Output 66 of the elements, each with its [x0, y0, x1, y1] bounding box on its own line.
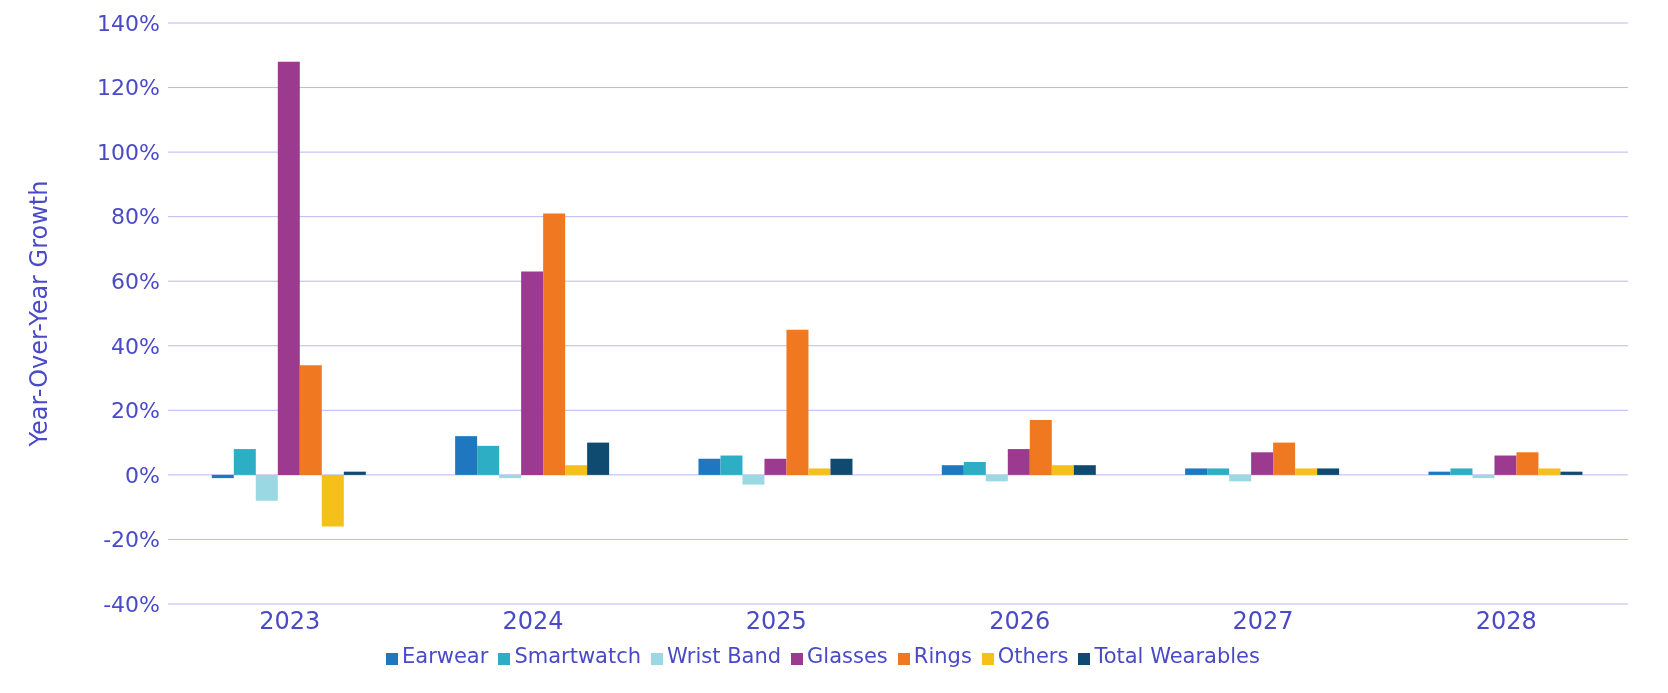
legend-label: Total Wearables	[1094, 644, 1260, 668]
bar	[1428, 471, 1451, 475]
bar	[985, 474, 1008, 482]
bar	[499, 474, 522, 479]
x-tick-label: 2025	[745, 607, 807, 636]
x-tick-label: 2026	[989, 607, 1051, 636]
bar	[1073, 465, 1096, 475]
legend-label: Earwear	[402, 644, 489, 668]
y-tick-label: 120%	[97, 75, 160, 101]
bar	[211, 474, 234, 479]
y-tick-label: 20%	[111, 398, 160, 424]
legend-label: Wrist Band	[667, 644, 782, 668]
y-axis-title: Year-Over-Year Growth	[24, 180, 53, 448]
bar	[455, 436, 478, 475]
bar	[255, 474, 278, 501]
bar	[1450, 468, 1473, 475]
bar	[1007, 449, 1030, 475]
bar	[1207, 468, 1230, 475]
legend-label: Others	[997, 644, 1069, 668]
bar	[698, 458, 721, 475]
bar	[941, 465, 964, 475]
bar	[565, 465, 588, 475]
bar	[1251, 452, 1274, 475]
legend-label: Rings	[913, 644, 972, 668]
bar	[1185, 468, 1208, 475]
bar	[742, 474, 765, 485]
bar	[1273, 442, 1296, 475]
bar	[1516, 452, 1539, 475]
y-tick-label: 0%	[125, 462, 160, 488]
bar	[1295, 468, 1318, 475]
bar	[1560, 471, 1583, 475]
bar	[277, 61, 300, 475]
y-tick-label: -40%	[103, 591, 160, 617]
bar	[543, 213, 566, 475]
bar	[1472, 474, 1495, 479]
bar	[1538, 468, 1561, 475]
x-tick-label: 2024	[502, 607, 564, 636]
y-tick-label: 40%	[111, 333, 160, 359]
y-tick-label: 60%	[111, 269, 160, 295]
bar	[808, 468, 831, 475]
bar	[521, 271, 544, 475]
bar	[1317, 468, 1340, 475]
bar	[720, 455, 743, 475]
bar	[1029, 420, 1052, 475]
bar	[764, 458, 787, 475]
legend-label: Smartwatch	[514, 644, 642, 668]
bar	[830, 458, 853, 475]
x-tick-label: 2023	[259, 607, 321, 636]
bar	[786, 329, 809, 475]
x-tick-label: 2028	[1475, 607, 1537, 636]
y-tick-label: -20%	[103, 527, 160, 553]
bar	[587, 442, 610, 475]
bar	[1494, 455, 1517, 475]
bar	[343, 471, 366, 475]
bar	[477, 445, 500, 475]
bar	[1051, 465, 1074, 475]
bar	[1229, 474, 1252, 482]
bar	[233, 449, 256, 475]
y-tick-label: 100%	[97, 139, 160, 165]
bar	[321, 474, 344, 527]
legend-label: Glasses	[807, 644, 888, 668]
y-tick-label: 80%	[111, 204, 160, 230]
bar	[299, 365, 322, 475]
bar	[963, 461, 986, 475]
y-tick-label: 140%	[97, 10, 160, 36]
x-tick-label: 2027	[1232, 607, 1294, 636]
